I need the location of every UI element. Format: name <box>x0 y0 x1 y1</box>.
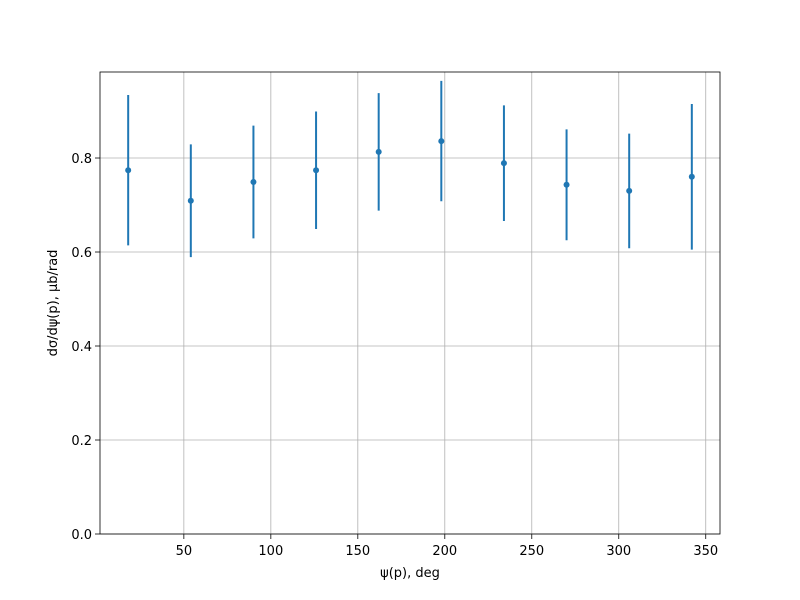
data-point <box>626 187 633 194</box>
x-tick-label: 50 <box>176 544 193 559</box>
y-tick-label: 0.2 <box>71 434 92 449</box>
plot-frame <box>99 71 721 535</box>
x-tick-label: 350 <box>693 544 718 559</box>
data-point <box>250 178 257 185</box>
data-point <box>313 167 320 174</box>
data-point <box>375 148 382 155</box>
y-tick-label: 0.6 <box>71 246 92 261</box>
data-point <box>563 181 570 188</box>
data-point <box>187 197 194 204</box>
x-tick-label: 300 <box>606 544 631 559</box>
data-point <box>500 160 507 167</box>
y-tick-label: 0.8 <box>71 152 92 167</box>
x-tick-label: 150 <box>345 544 370 559</box>
x-tick-label: 100 <box>258 544 283 559</box>
x-axis-label: ψ(p), deg <box>380 566 440 581</box>
y-tick-label: 0.4 <box>71 340 92 355</box>
y-axis-label: dσ/dψ(p), μb/rad <box>46 250 61 357</box>
x-tick-label: 200 <box>432 544 457 559</box>
x-tick-label: 250 <box>519 544 544 559</box>
data-point <box>688 173 695 180</box>
y-tick-label: 0.0 <box>71 528 92 543</box>
data-point <box>438 138 445 145</box>
data-point <box>125 167 132 174</box>
